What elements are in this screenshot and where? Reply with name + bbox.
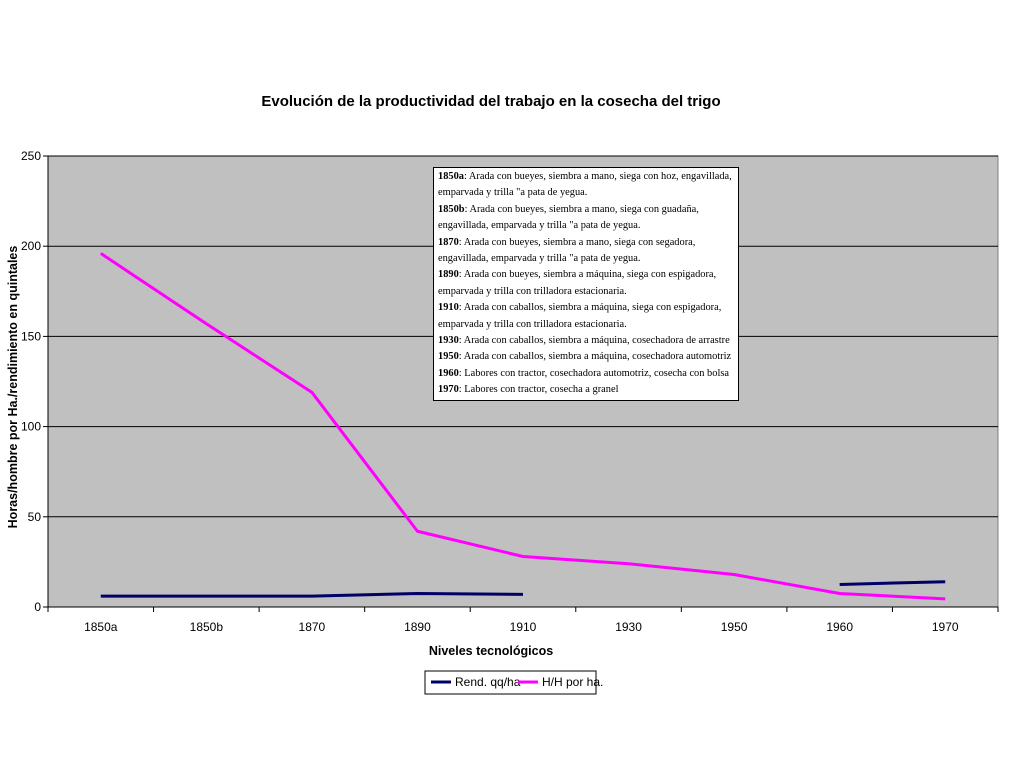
x-tick-label: 1950	[721, 620, 748, 634]
note-text: : Arada con caballos, siembra a máquina,…	[438, 302, 722, 330]
note-key: 1910	[438, 302, 459, 314]
note-key: 1970	[438, 384, 459, 396]
note-item-1890: 1890: Arada con bueyes, siembra a máquin…	[438, 267, 734, 300]
x-tick-label: 1970	[932, 620, 959, 634]
note-text: : Labores con tractor, cosecha a granel	[458, 384, 619, 396]
note-key: 1960	[438, 367, 459, 379]
x-tick-label: 1930	[615, 620, 642, 634]
note-item-1850b: 1850b: Arada con bueyes, siembra a mano,…	[438, 202, 734, 235]
x-tick-labels: 1850a 1850b 1870 1890 1910 1930 1950 1960 1970	[84, 620, 959, 634]
x-tick-label: 1850a	[84, 620, 118, 634]
y-tick-label: 100	[21, 420, 41, 434]
note-item-1950: 1950: Arada con caballos, siembra a máqu…	[438, 349, 734, 365]
axes	[43, 155, 999, 612]
note-item-1870: 1870: Arada con bueyes, siembra a mano, …	[438, 235, 734, 268]
note-text: : Arada con caballos, siembra a máquina,…	[458, 335, 730, 347]
note-item-1850a: 1850a: Arada con bueyes, siembra a mano,…	[438, 169, 734, 202]
legend: Rend. qq/ha H/H por ha.	[424, 670, 603, 695]
technology-levels-note: 1850a: Arada con bueyes, siembra a mano,…	[433, 167, 739, 401]
y-tick-label: 150	[21, 329, 41, 343]
note-key: 1850b	[438, 203, 465, 215]
legend-label-rend: Rend. qq/ha	[455, 675, 521, 689]
legend-label-hh: H/H por ha.	[542, 675, 603, 689]
series-line-0	[839, 580, 946, 586]
note-text: : Arada con caballos, siembra a máquina,…	[458, 351, 732, 363]
note-text: : Arada con bueyes, siembra a mano, sieg…	[438, 171, 732, 199]
x-tick-label: 1890	[404, 620, 431, 634]
note-key: 1930	[438, 335, 459, 347]
note-key: 1950	[438, 351, 459, 363]
y-axis-label: Horas/hombre por Ha./rendimiento en quin…	[6, 246, 20, 529]
note-item-1930: 1930: Arada con caballos, siembra a máqu…	[438, 333, 734, 349]
y-tick-label: 0	[34, 600, 41, 614]
x-tick-label: 1910	[510, 620, 537, 634]
x-tick-label: 1960	[826, 620, 853, 634]
series-line-1	[99, 252, 946, 601]
note-key: 1870	[438, 236, 459, 248]
y-tick-label: 200	[21, 239, 41, 253]
note-item-1960: 1960: Labores con tractor, cosechadora a…	[438, 366, 734, 382]
note-text: : Arada con bueyes, siembra a mano, sieg…	[438, 236, 696, 265]
series	[99, 252, 946, 601]
y-tick-label: 50	[28, 510, 42, 524]
note-key: 1850a	[438, 171, 464, 182]
legend-box	[424, 670, 597, 695]
chart-title: Evolución de la productividad del trabaj…	[261, 93, 720, 110]
note-item-1970: 1970: Labores con tractor, cosecha a gra…	[438, 382, 734, 398]
note-item-1910: 1910: Arada con caballos, siembra a máqu…	[438, 300, 734, 333]
note-text: : Arada con bueyes, siembra a mano, sieg…	[438, 203, 699, 232]
x-axis-label: Niveles tecnológicos	[429, 644, 553, 658]
y-tick-labels: 0 50 100 150 200 250	[21, 149, 41, 614]
y-tick-label: 250	[21, 149, 41, 163]
note-text: : Labores con tractor, cosechadora autom…	[458, 367, 729, 379]
series-line-0	[100, 591, 524, 598]
x-tick-label: 1850b	[190, 620, 224, 634]
x-tick-label: 1870	[299, 620, 326, 634]
note-key: 1890	[438, 269, 459, 281]
note-text: : Arada con bueyes, siembra a máquina, s…	[438, 269, 717, 297]
